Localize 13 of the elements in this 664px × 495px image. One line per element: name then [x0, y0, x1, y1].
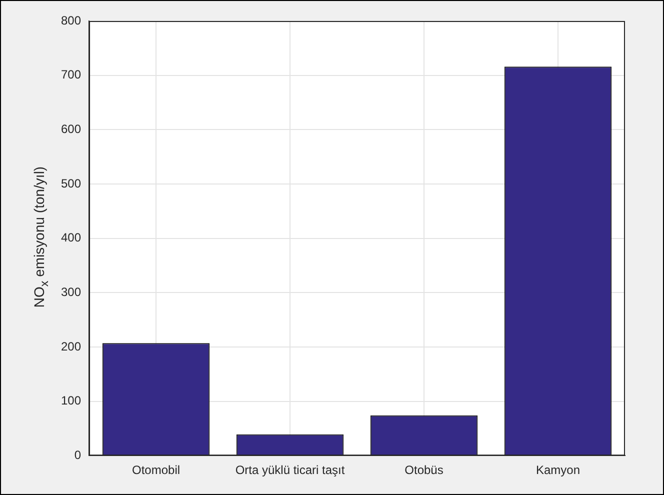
x-tick-label: Otobüs [404, 463, 444, 478]
y-tick-label: 300 [60, 284, 82, 299]
x-tick-label: Orta yüklü ticari taşıt [235, 463, 346, 478]
y-tick-label: 600 [60, 122, 82, 136]
x-tick-label: Otomobil [132, 463, 180, 478]
y-tick-label: 400 [60, 230, 82, 245]
y-tick-label: 0 [74, 448, 82, 462]
y-tick-label: 100 [60, 394, 82, 408]
y-tick-label: 700 [60, 68, 82, 82]
y-tick-label: 500 [60, 176, 82, 190]
y-tick-label: 800 [60, 13, 82, 28]
y-tick-label: 200 [60, 339, 82, 354]
x-tick-label: Kamyon [536, 463, 580, 478]
